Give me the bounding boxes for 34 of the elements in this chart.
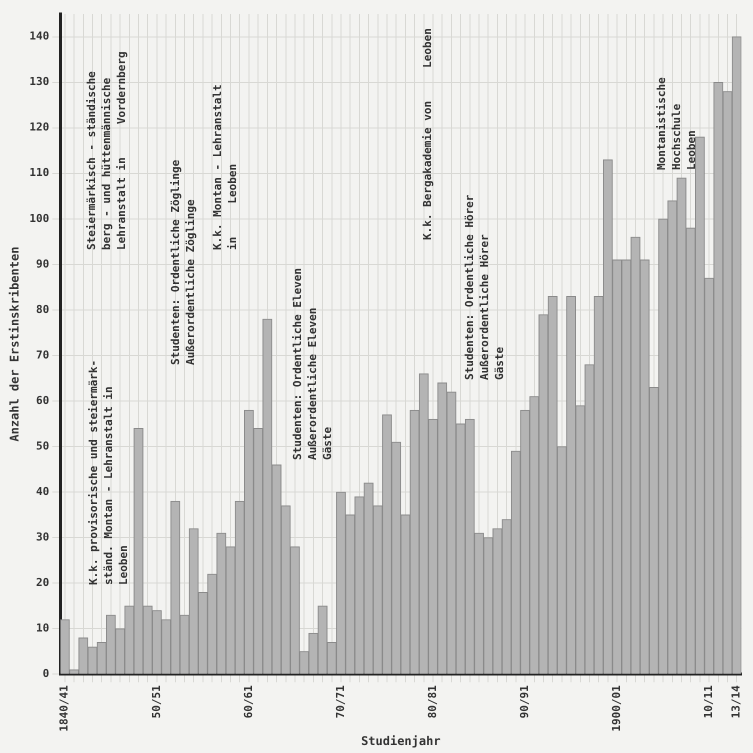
y-tick-label: 100	[29, 212, 50, 225]
y-tick-label: 0	[42, 667, 50, 680]
y-tick-label: 130	[29, 75, 50, 88]
y-tick-label: 40	[36, 484, 50, 498]
annotation: Montanistische Hochschule Leoben	[654, 76, 698, 170]
x-tick-label: 50/51	[150, 684, 163, 718]
x-tick-label: 10/11	[702, 684, 715, 718]
annotation: K.k. Montan - Lehranstalt in Leoben	[210, 84, 239, 250]
y-tick-label: 30	[36, 530, 50, 544]
y-tick-label: 20	[36, 576, 50, 590]
y-tick-label: 140	[29, 30, 50, 43]
x-tick-label: 90/91	[518, 684, 531, 718]
x-tick-label: 70/71	[334, 684, 347, 718]
y-tick-label: 10	[36, 622, 50, 635]
x-tick-label: 80/81	[426, 684, 439, 718]
x-tick-label: 13/14	[730, 684, 743, 718]
y-tick-label: 90	[36, 257, 50, 270]
annotation: Studenten: Ordentliche Hörer Außerordentliche Hörer Gäste	[462, 194, 506, 380]
annotation: K.k. provisorische und steiermärk- ständ. Montan - Lehranstalt in Leoben	[86, 360, 130, 585]
y-axis-title: Anzahl der Erstinskribenten	[7, 246, 22, 442]
x-tick-label: 60/61	[242, 684, 255, 718]
annotation: K.k. Bergakademie von Leoben	[420, 28, 434, 240]
y-tick-label: 120	[29, 120, 50, 134]
annotation: Studenten: Ordentliche Eleven Außerordentliche Eleven Gäste	[290, 268, 334, 460]
y-tick-label: 80	[36, 302, 50, 316]
y-tick-label: 70	[36, 348, 50, 362]
y-tick-label: 110	[29, 166, 50, 180]
y-tick-label: 50	[36, 439, 50, 452]
x-axis-title: Studienjahr	[361, 734, 441, 748]
x-tick-label: 1900/01	[610, 684, 623, 732]
x-tick-label: 1840/41	[58, 684, 71, 732]
annotation: Studenten: Ordentliche Zöglinge Außerordentliche Zöglinge	[168, 159, 197, 365]
y-tick-label: 60	[36, 394, 50, 407]
annotation: Steiermärkisch - ständische berg - und hüttenmännische Lehranstalt in Vordernberg	[84, 51, 128, 250]
